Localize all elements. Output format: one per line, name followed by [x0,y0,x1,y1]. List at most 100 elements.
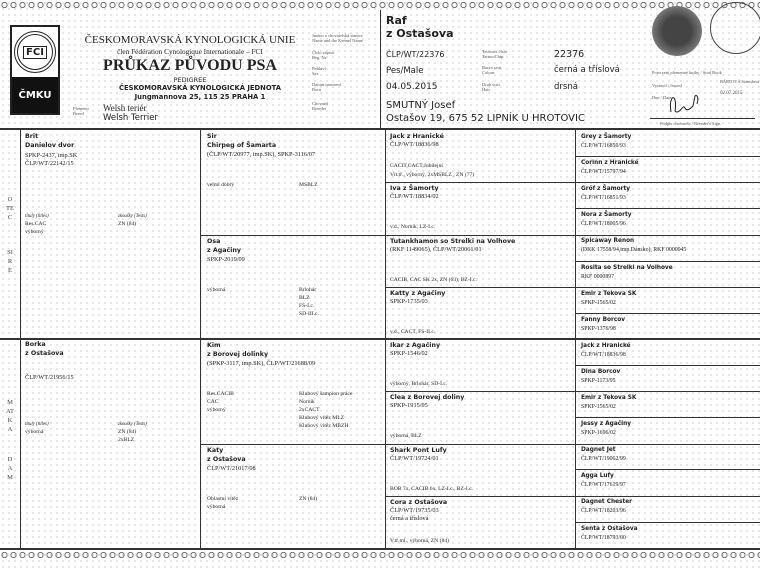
gen4-cell: Grey z Šamorty ČLP/WT/16850/93 [576,130,760,156]
gen4-cell: Gróf z Šamorty ČLP/WT/16851/93 [576,182,760,208]
fci-logo-text: FCI [23,45,47,59]
breed-label-cz: Plemeno [73,106,89,111]
label-breeder-cz: Chovatel [312,101,329,106]
gen3-cell: Tutankhamon so Strelki na Volhove (RKF 11… [386,235,574,287]
signature-line [650,118,755,119]
gen2-test: Brlohár [299,286,317,293]
gen3-cell: Ikar z Agačiny SPKP-1546/02 výborný, Brloh… [386,339,574,391]
gen3-cell: Shark Pont Lufy ČLP/WT/19724/01 BOB 7x, CA… [386,444,574,496]
gen3-reg: ČLP/WT/18836/98 [390,141,439,148]
gen1-test: 2xBLZ [118,437,135,443]
fci-emblem: FCI [14,31,56,73]
gen4-name: Nora z Šamorty [581,212,632,219]
gen3-notes: BOB 7x, CACIB 6x, LZ-I.c., BZ-I.c. [390,485,473,492]
gen2-test: Norník [299,399,315,405]
label-colour-en: Colour [482,70,495,75]
gen4-name: Rosita so Strelki na Volhove [581,264,673,271]
gen2-title: výborná [207,286,226,293]
gen2-name: Chirpeg of Šamarta [207,142,277,149]
stud-book-label: Potvrzení plemenné knihy / Stud Book [652,70,722,75]
dog-sex: Pes/Male [386,66,424,76]
cmku-emblem: ČMKU [12,77,58,113]
gen3-reg: SPKP-1735/03 [390,297,428,305]
gen4-cell: Jack z Hranické ČLP/WT/18836/98 [576,339,760,365]
label-sex: Pohlaví Sex [312,66,326,76]
breeder-address: Ostašov 19, 675 52 LIPNÍK U HROTOVIC [386,113,585,124]
round-stamp-icon [710,2,760,54]
gen3-name: Ikar z Agačiny [390,342,441,349]
header-divider [380,10,381,130]
label-name-cz: Jméno a chovatelská stanice [312,33,363,38]
gen1-title: Res.CAC [25,221,47,227]
gen2-cell: Katy z Ostašova ČLP/WT/21017/08 Oblastní ví… [201,444,384,548]
gen3-name: Tutankhamon so Strelki na Volhove [390,237,516,245]
gen2-name: z Agačiny [207,246,241,254]
gen3-divider [385,182,760,184]
sign-label: Podpis chovatele / Breeder's Sign. [660,121,722,126]
side-label-sire-en: SIRE [7,249,13,274]
gen4-reg: SPKP-1173/95 [581,377,616,384]
issue-date: 02.07.2015 [720,91,743,96]
issued-label: Vystavil / Issued [652,83,682,88]
address: Jungmannova 25, 115 25 PRAHA 1 [134,93,266,101]
gen1-test: ZN (84) [118,429,137,435]
gen2-test: Klubový šampion práce [299,391,353,397]
gen3-notes: výborná, BLZ [390,433,422,440]
gen3-name: Iva z Šamorty [390,185,439,193]
issued-by: BÁRTOVÁ Stanislava [720,79,760,84]
tests-label: zkoušky (Tests) [118,214,147,219]
gen4-divider [575,364,760,366]
gen2-name: z Borovej dolinky [207,351,269,358]
gen3-cell: Iva z Šamorty ČLP/WT/18834/02 v.d., Norník… [386,182,574,234]
label-chip: Tetovací číslo Tattoo/Chip [482,49,507,59]
sire-dam-divider [0,338,760,340]
gen2-test: SD-III.c. [299,310,319,317]
gen4-name: Fanny Borcov [581,316,626,323]
gen3-notes: CACIT,CACT,Jubilejní [390,163,443,169]
gen4-cell: Senta z Ostašova ČLP/WT/18793/00 [576,522,760,548]
decorative-border-bottom [0,551,760,559]
gen4-reg: ČLP/WT/19062/99 [581,456,626,463]
gen2-title: Res.CACIB [207,391,234,397]
label-name-en: Name and the Kennel Name [312,38,363,43]
gen4-cell: Nora z Šamorty ČLP/WT/18005/96 [576,208,760,234]
label-born: Datum narození Born [312,82,341,92]
gen4-reg: ČLP/WT/18836/98 [581,351,626,358]
gen4-divider [575,521,760,523]
gen2-name: Katy [207,446,224,454]
gen2-title: velmi dobrý [207,182,235,188]
gen4-cell: Dagnet Jet ČLP/WT/19062/99 [576,443,760,469]
org-title: ČESKOMORAVSKÁ KYNOLOGICKÁ UNIE [84,34,296,46]
sire-cell: Brit Danielov dvor SPKP-2437, imp.SK ČLP/WT… [21,130,199,338]
gen2-test: MSBLZ [299,182,318,188]
gen4-reg: ČLP/WT/18203/96 [581,508,626,515]
gen3-cell: Katty z Agačiny SPKP-1735/03 v.d., CACT, F… [386,287,574,339]
gen3-reg: ČLP/WT/19724/01 [390,454,439,462]
gen4-cell: Agga Lufy ČLP/WT/17619/97 [576,469,760,495]
breed-label: Plemeno Breed [73,106,89,116]
breed-en: Welsh Terrier [103,113,158,123]
gen4-reg: ČLP/WT/15797/94 [581,169,626,176]
label-born-cz: Datum narození [312,82,341,87]
gen3-reg: SPKP-1915/05 [390,402,428,410]
table-bottom-rule [0,548,760,550]
gen3-reg: (RKF 1149065), ČLP/WT/20061/01 [390,245,482,253]
gen4-name: Dagnet Jet [581,447,616,454]
label-hair-cz: Druh srsti [482,82,500,87]
gen2-test: Klubový vítěz MBZH [299,423,349,429]
gen3-reg: SPKP-1546/02 [390,350,428,357]
gen4-cell: Dagnet Chester ČLP/WT/18203/96 [576,495,760,521]
gen4-reg: ČLP/WT/16850/93 [581,143,626,149]
gen3-cell: Cora z Ostašova ČLP/WT/19735/03 černá a tř… [386,496,574,548]
label-hair-en: Hair [482,87,490,92]
gen3-name: Jack z Hranické [390,133,444,140]
label-reg-cz: Číslo zápisu [312,50,335,55]
gen3-name: Katty z Agačiny [390,289,446,297]
gen4-cell: Fanny Borcov SPKP-1376/98 [576,313,760,339]
gen2-title: výborný [207,407,226,413]
gen2-name: z Ostašova [207,455,246,463]
label-colour-cz: Barva srsti [482,65,502,70]
gen2-test: 2xCACT [299,407,320,413]
gen3-notes: v.d., Norník, LZ-I.c. [390,224,436,231]
gen4-name: Gróf z Šamorty [581,186,631,193]
